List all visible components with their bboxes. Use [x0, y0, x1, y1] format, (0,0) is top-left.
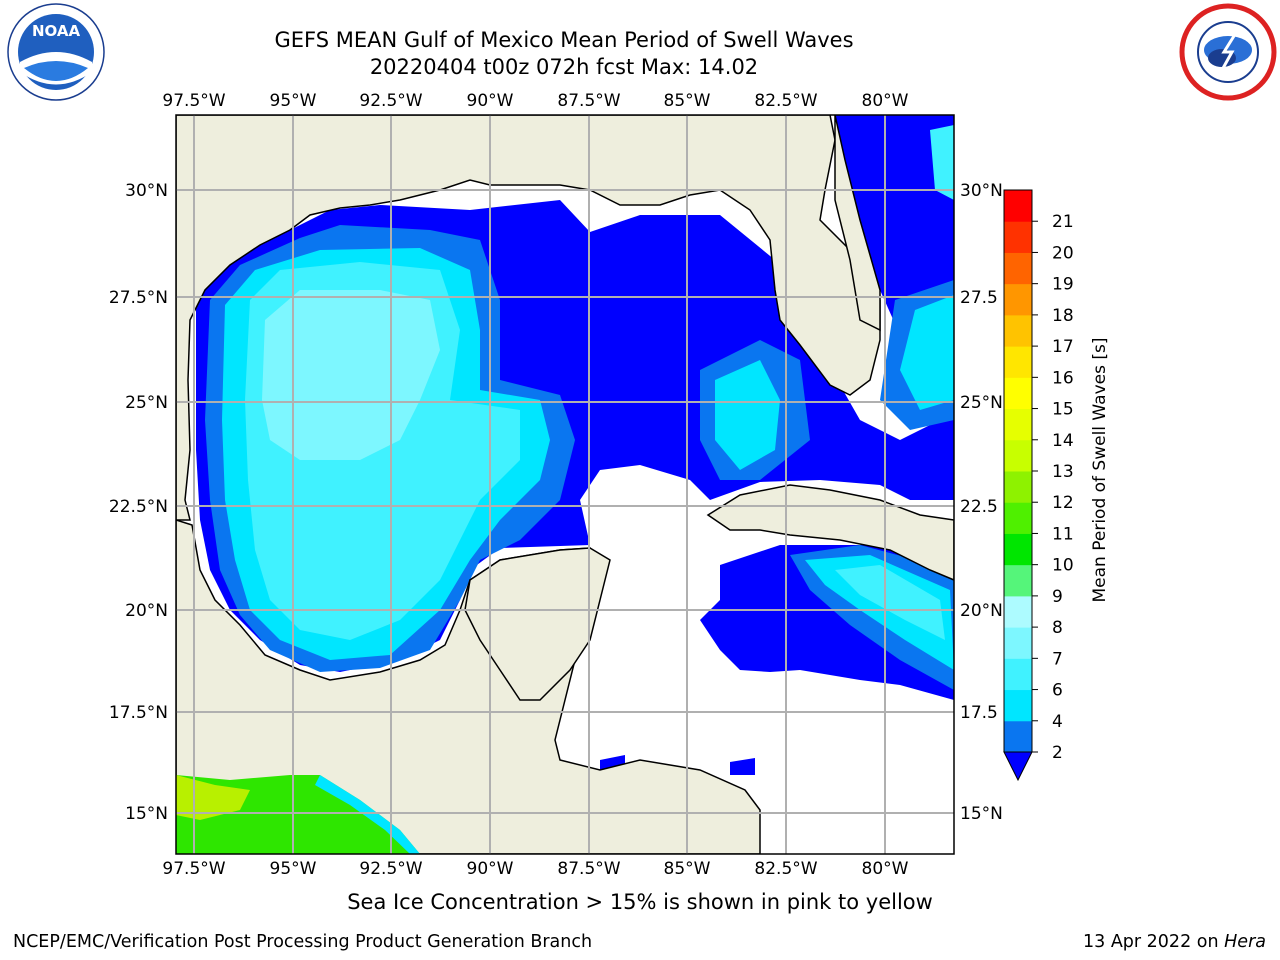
colorbar-tick-label: 17: [1052, 337, 1074, 357]
colorbar-segment: [1004, 658, 1032, 691]
map-frame: [175, 114, 955, 855]
colorbar-tick-label: 11: [1052, 524, 1074, 544]
colorbar-tick-label: 20: [1052, 243, 1074, 263]
lon-label: 92.5°W: [359, 859, 422, 879]
colorbar-segment: [1004, 283, 1032, 316]
lat-labels-left: 30°N 27.5°N 25°N 22.5°N 20°N 17.5°N 15°N: [109, 181, 168, 824]
lat-labels-right: 30°N 27.5 25°N 22.5 20°N 17.5 15°N: [960, 181, 1003, 824]
lon-label: 97.5°W: [162, 859, 225, 879]
lon-label: 95°W: [270, 859, 317, 879]
lon-label: 87.5°W: [557, 859, 620, 879]
graticule: [176, 115, 954, 854]
colorbar-segment: [1004, 564, 1032, 597]
lon-label: 85°W: [664, 91, 711, 111]
swell-field-6-7s-east: [835, 125, 954, 640]
colorbar-segment: [1004, 689, 1032, 722]
map-title: GEFS MEAN Gulf of Mexico Mean Period of …: [274, 28, 854, 52]
colorbar-segment: [1004, 595, 1032, 628]
colorbar-tick-label: 10: [1052, 556, 1074, 576]
swell-field-under-east: [835, 115, 954, 340]
lat-label: 22.5°N: [109, 497, 168, 517]
lon-label: 90°W: [467, 91, 514, 111]
lon-labels-bottom: 97.5°W 95°W 92.5°W 90°W 87.5°W 85°W 82.5…: [162, 859, 908, 879]
lat-label: 15°N: [960, 804, 1003, 824]
land-pacific-band: [315, 775, 420, 854]
colorbar-tick-label: 6: [1052, 681, 1063, 701]
colorbar-tick-label: 8: [1052, 618, 1063, 638]
colorbar-tick-label: 18: [1052, 306, 1074, 326]
lon-label: 90°W: [467, 859, 514, 879]
colorbar-segment: [1004, 346, 1032, 378]
colorbar-tick-label: 15: [1052, 400, 1074, 420]
sea-ice-note: Sea Ice Concentration > 15% is shown in …: [347, 890, 933, 914]
lon-label: 82.5°W: [754, 91, 817, 111]
colorbar-tick-label: 13: [1052, 462, 1074, 482]
colorbar-tick-label: 19: [1052, 275, 1074, 295]
colorbar-label: Mean Period of Swell Waves [s]: [1090, 338, 1110, 603]
lon-label: 85°W: [664, 859, 711, 879]
colorbar-segment: [1004, 190, 1032, 222]
colorbar-tick-label: 4: [1052, 712, 1063, 732]
colorbar-segment: [1004, 252, 1032, 285]
lon-label: 87.5°W: [557, 91, 620, 111]
lat-label: 25°N: [960, 393, 1003, 413]
lon-label: 97.5°W: [162, 91, 225, 111]
lat-label: 30°N: [960, 181, 1003, 201]
noaa-logo-text: NOAA: [32, 22, 81, 40]
swell-field-7-8s: [262, 290, 440, 460]
colorbar-segment: [1004, 439, 1032, 472]
land-cuba: [706, 484, 954, 581]
lon-labels-top: 97.5°W 95°W 92.5°W 90°W 87.5°W 85°W 82.5…: [162, 91, 908, 111]
colorbar-under-triangle: [1003, 751, 1033, 782]
footer-date: 13 Apr 2022 on Hera: [1083, 932, 1266, 952]
lat-label: 20°N: [125, 601, 168, 621]
colorbar-tick-label: 14: [1052, 431, 1074, 451]
lat-label: 30°N: [125, 181, 168, 201]
lon-label: 82.5°W: [754, 859, 817, 879]
lat-label: 17.5°N: [109, 703, 168, 723]
lon-label: 80°W: [862, 91, 909, 111]
footer-machine: Hera: [1224, 932, 1266, 952]
colorbar-segment: [1004, 720, 1032, 753]
nws-logo: [1178, 2, 1278, 106]
colorbar-segment: [1004, 408, 1032, 441]
footer-credit: NCEP/EMC/Verification Post Processing Pr…: [13, 932, 593, 952]
lon-label: 95°W: [270, 91, 317, 111]
land-yucatan: [464, 547, 611, 701]
lon-label: 80°W: [862, 859, 909, 879]
colorbar-segment: [1004, 314, 1032, 347]
colorbar-tick-label: 16: [1052, 368, 1074, 388]
colorbar: 2 4 6 7 8 9 10 11 12 13 14 15 16 17 18 19 20 21: [1003, 189, 1074, 782]
colorbar-segment: [1004, 471, 1032, 503]
lat-label: 22.5: [960, 497, 998, 517]
lat-label: 20°N: [960, 601, 1003, 621]
map-plot-area: [176, 115, 954, 854]
colorbar-segment: [1004, 377, 1032, 410]
lat-label: 25°N: [125, 393, 168, 413]
colorbar-segment: [1004, 221, 1032, 253]
colorbar-segment: [1004, 627, 1032, 659]
lat-label: 27.5: [960, 288, 998, 308]
colorbar-segment: [1004, 533, 1032, 566]
colorbar-tick-label: 12: [1052, 493, 1074, 513]
lon-label: 92.5°W: [359, 91, 422, 111]
colorbar-tick-label: 7: [1052, 649, 1063, 669]
lat-label: 27.5°N: [109, 288, 168, 308]
colorbar-tick-label: 21: [1052, 212, 1074, 232]
colorbar-tick-label: 9: [1052, 587, 1063, 607]
footer-date-text: 13 Apr 2022 on: [1083, 932, 1225, 952]
lat-label: 17.5: [960, 703, 998, 723]
lat-label: 15°N: [125, 804, 168, 824]
noaa-logo: NOAA: [6, 2, 106, 106]
map-subtitle: 20220404 t00z 072h fcst Max: 14.02: [369, 55, 759, 79]
colorbar-segment: [1004, 502, 1032, 534]
land-florida-east: [834, 115, 881, 332]
colorbar-tick-label: 2: [1052, 743, 1063, 763]
